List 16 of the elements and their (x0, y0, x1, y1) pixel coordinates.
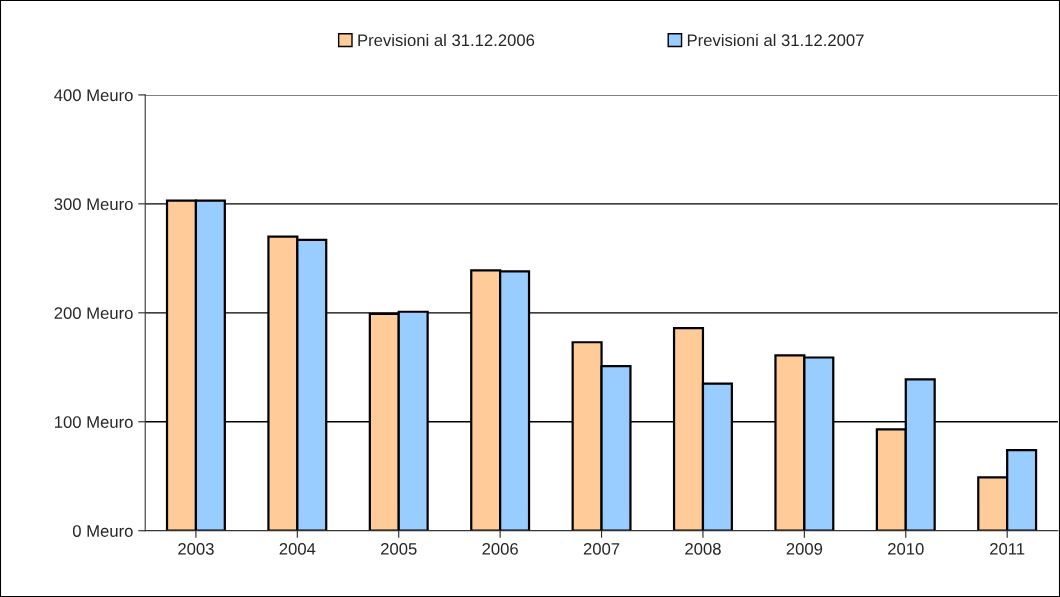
y-tick-label: 300 Meuro (54, 198, 133, 211)
x-tick-label: 2003 (178, 542, 214, 555)
x-tick-label: 2011 (990, 542, 1025, 555)
legend-label: Previsioni al 31.12.2007 (687, 33, 864, 47)
y-tick-label: 0 Meuro (72, 525, 133, 537)
x-tick-label: 2010 (888, 542, 924, 555)
x-tick-label: 2005 (381, 542, 417, 555)
legend-label: Previsioni al 31.12.2006 (358, 33, 535, 47)
x-tick-label: 2006 (482, 542, 518, 555)
y-tick-label: 200 Meuro (54, 307, 133, 320)
x-tick-label: 2004 (279, 542, 316, 555)
x-tick-label: 2007 (583, 542, 620, 555)
x-tick-label: 2009 (786, 542, 823, 555)
y-tick-label: 400 Meuro (54, 89, 133, 102)
x-tick-label: 2008 (685, 542, 721, 555)
y-tick-label: 100 Meuro (55, 416, 133, 428)
